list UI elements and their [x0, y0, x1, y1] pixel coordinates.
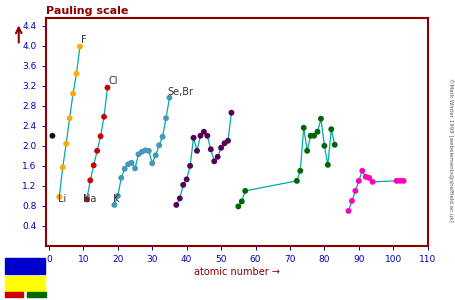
Point: [228, 110, 235, 115]
Point: [352, 188, 359, 193]
Point: [328, 127, 335, 132]
Point: [131, 166, 139, 171]
Point: [117, 176, 125, 180]
Point: [200, 129, 207, 134]
Text: Pauling scale: Pauling scale: [46, 6, 128, 16]
Point: [156, 143, 163, 148]
Point: [242, 188, 249, 193]
Point: [59, 165, 66, 170]
Text: Na: Na: [83, 194, 96, 204]
Point: [331, 142, 339, 147]
Point: [180, 182, 187, 187]
Point: [187, 164, 194, 168]
Point: [207, 147, 214, 152]
Point: [307, 134, 314, 138]
Point: [62, 141, 70, 146]
Point: [152, 153, 159, 158]
Point: [128, 160, 135, 165]
Point: [400, 178, 407, 183]
Text: Cl: Cl: [108, 76, 118, 85]
Point: [317, 116, 324, 121]
Point: [396, 178, 404, 183]
Point: [90, 163, 97, 168]
Point: [138, 149, 146, 154]
Point: [224, 138, 232, 143]
Point: [125, 162, 132, 167]
Bar: [5, 292, 23, 297]
Point: [293, 178, 300, 183]
Point: [393, 178, 400, 183]
Point: [83, 197, 91, 202]
Point: [66, 116, 73, 121]
Point: [176, 196, 183, 201]
Point: [365, 176, 373, 180]
Point: [197, 134, 204, 138]
Point: [76, 44, 84, 49]
X-axis label: atomic number →: atomic number →: [193, 267, 280, 277]
Point: [349, 199, 356, 203]
Point: [355, 178, 363, 183]
Point: [166, 95, 173, 100]
Text: K: K: [113, 194, 119, 204]
Point: [314, 129, 321, 134]
Text: Li: Li: [57, 194, 66, 204]
Point: [359, 168, 366, 173]
Point: [321, 143, 328, 148]
Point: [135, 152, 142, 157]
Point: [121, 167, 128, 171]
Point: [217, 146, 225, 150]
Point: [221, 141, 228, 146]
Point: [86, 178, 94, 183]
Point: [369, 179, 376, 184]
Point: [345, 208, 352, 213]
Point: [183, 177, 190, 182]
Point: [211, 159, 218, 164]
Point: [149, 161, 156, 166]
Bar: [5, 276, 46, 291]
Text: ©Mark Winter 1999 [webelements@sheffield.ac.uk]: ©Mark Winter 1999 [webelements@sheffield…: [447, 78, 453, 222]
Point: [173, 202, 180, 207]
Point: [94, 148, 101, 153]
Point: [303, 148, 311, 153]
Point: [214, 154, 221, 159]
Text: Se,Br: Se,Br: [168, 87, 194, 97]
Point: [49, 134, 56, 138]
Point: [97, 134, 104, 139]
Bar: [27, 292, 46, 297]
Point: [238, 199, 245, 204]
Point: [162, 116, 170, 121]
Point: [56, 194, 63, 199]
Point: [114, 194, 121, 198]
Point: [104, 85, 111, 90]
Point: [190, 135, 197, 140]
Point: [73, 71, 80, 76]
Point: [235, 204, 242, 209]
Bar: [5, 258, 46, 274]
Point: [101, 114, 108, 119]
Point: [324, 162, 332, 167]
Point: [159, 134, 166, 139]
Point: [142, 148, 149, 153]
Point: [193, 148, 201, 153]
Point: [145, 148, 152, 153]
Point: [310, 134, 318, 138]
Point: [111, 202, 118, 207]
Point: [70, 91, 77, 96]
Text: F: F: [81, 34, 86, 45]
Point: [362, 174, 369, 179]
Point: [300, 125, 308, 130]
Point: [204, 134, 211, 138]
Point: [297, 168, 304, 173]
